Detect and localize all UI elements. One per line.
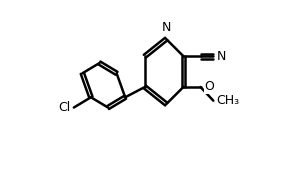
Text: N: N (216, 50, 226, 63)
Text: CH₃: CH₃ (216, 94, 240, 107)
Text: N: N (162, 21, 171, 34)
Text: Cl: Cl (58, 101, 71, 114)
Text: O: O (204, 81, 214, 93)
